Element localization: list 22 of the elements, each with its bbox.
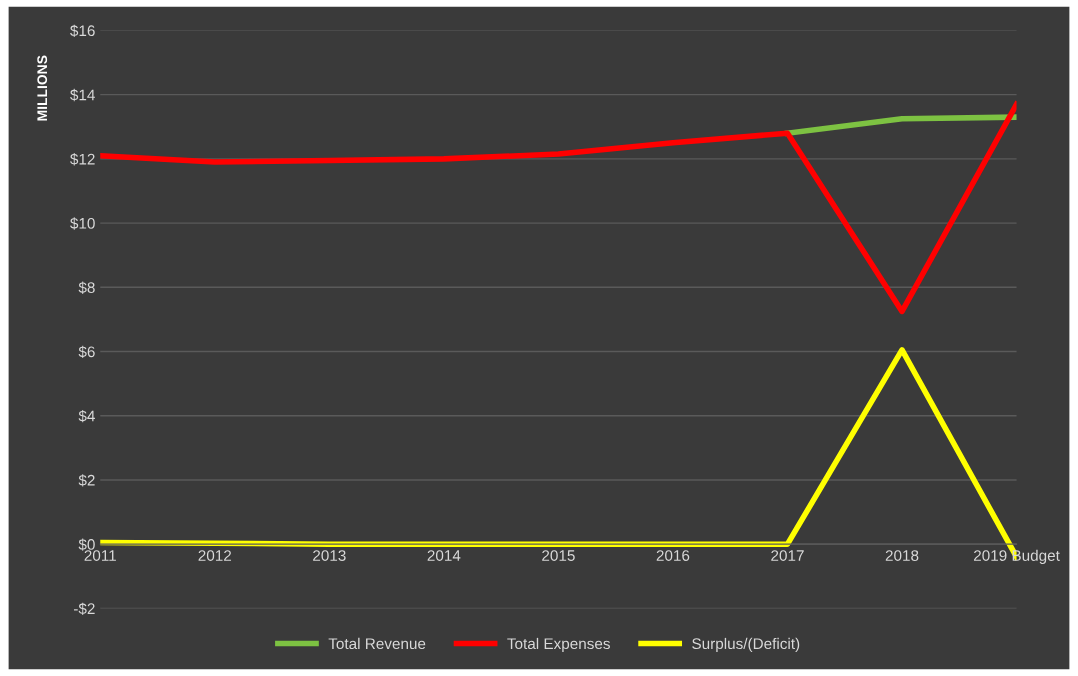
legend-label: Surplus/(Deficit) (692, 637, 800, 653)
y-tick-label: $16 (70, 24, 95, 38)
y-tick-label: $0 (78, 538, 95, 551)
y-tick-label: $2 (78, 474, 95, 487)
x-tick-label: 2012 (198, 550, 232, 561)
x-tick-label: 2017 (771, 550, 804, 561)
x-tick-label: 2016 (656, 550, 690, 561)
y-axis-title: MILLIONS (37, 55, 48, 121)
y-tick-label: $12 (70, 153, 95, 166)
x-tick-label: 2013 (313, 550, 346, 561)
x-tick-label: 2011 (84, 550, 116, 561)
y-tick-label: $14 (70, 88, 95, 102)
legend-label: Total Expenses (507, 637, 610, 653)
legend-label: Total Revenue (328, 637, 426, 650)
x-tick-label: 2014 (427, 550, 461, 561)
x-tick-label: 2018 (885, 550, 919, 561)
y-tick-label: $4 (78, 409, 95, 423)
y-tick-label: $8 (78, 281, 95, 294)
y-tick-label: $10 (70, 217, 95, 230)
y-tick-label: -$2 (73, 602, 95, 615)
y-tick-label: $6 (78, 345, 95, 359)
x-tick-label: 2015 (542, 550, 575, 561)
